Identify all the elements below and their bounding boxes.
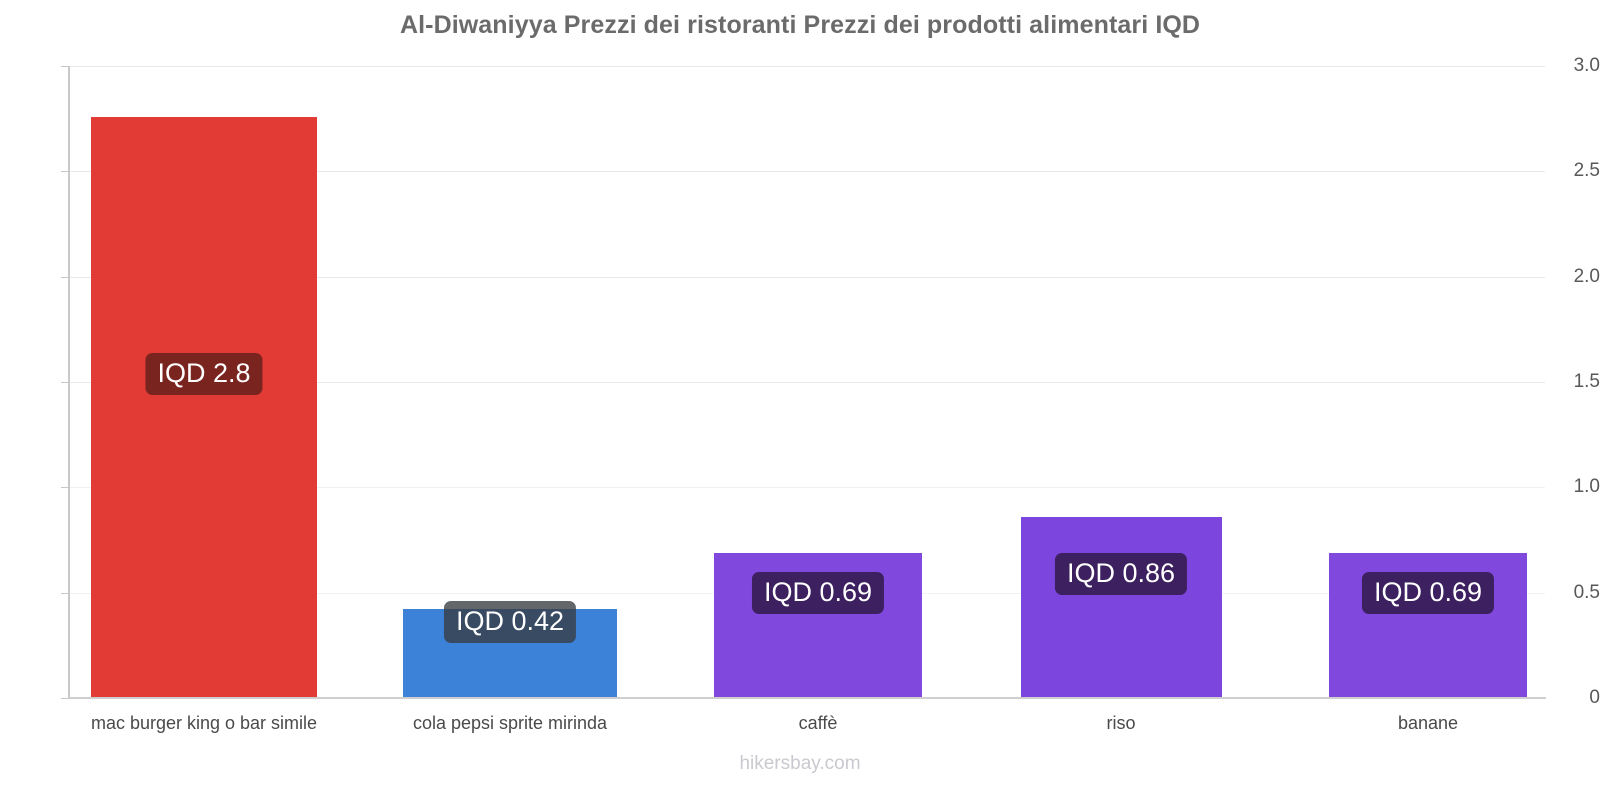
- chart-title: Al-Diwaniyya Prezzi dei ristoranti Prezz…: [399, 11, 1201, 39]
- y-tick-mark-0.5: [61, 593, 69, 594]
- data-label-cola-pepsi-sprite-mirinda: IQD 0.42: [443, 601, 577, 644]
- data-label-riso: IQD 0.86: [1054, 553, 1188, 596]
- y-tick-label-1.0: 1.0: [1573, 476, 1600, 497]
- source-watermark: hikersbay.com: [739, 753, 861, 774]
- data-label-banane: IQD 0.69: [1361, 572, 1495, 615]
- data-label-mac-burger-king-o-bar-simile: IQD 2.8: [145, 353, 263, 396]
- gridline-1.0: [69, 487, 1545, 488]
- y-tick-label-1.5: 1.5: [1573, 371, 1600, 392]
- x-tick-label-caffe: caffè: [798, 713, 838, 733]
- y-tick-mark-1.0: [61, 487, 69, 488]
- y-tick-mark-0: [61, 698, 69, 699]
- data-label-caffe: IQD 0.69: [751, 572, 885, 615]
- y-tick-label-0.5: 0.5: [1573, 582, 1600, 603]
- gridline-3.0: [69, 66, 1545, 67]
- y-tick-mark-3.0: [61, 66, 69, 67]
- y-tick-label-2.5: 2.5: [1573, 160, 1600, 181]
- x-tick-label-banane: banane: [1397, 713, 1459, 733]
- gridline-2.0: [69, 277, 1545, 278]
- gridline-2.5: [69, 171, 1545, 172]
- x-axis-line: [69, 697, 1546, 699]
- gridline-1.5: [69, 382, 1545, 383]
- x-tick-label-riso: riso: [1106, 713, 1136, 733]
- y-tick-label-2.0: 2.0: [1573, 266, 1600, 287]
- bar-mac-burger-king-o-bar-simile[interactable]: [91, 117, 317, 698]
- plot-area: IQD 2.8 IQD 0.42 IQD 0.69 IQD 0.86 IQD 0…: [69, 66, 1545, 698]
- y-tick-label-0: 0: [1589, 687, 1600, 708]
- bar-riso[interactable]: [1021, 517, 1222, 698]
- y-tick-mark-1.5: [61, 382, 69, 383]
- x-tick-label-cola-pepsi-sprite-mirinda: cola pepsi sprite mirinda: [412, 713, 608, 733]
- y-tick-label-3.0: 3.0: [1573, 55, 1600, 76]
- y-tick-mark-2.0: [61, 277, 69, 278]
- y-tick-mark-2.5: [61, 171, 69, 172]
- y-axis-line: [68, 66, 70, 699]
- x-tick-label-mac-burger-king-o-bar-simile: mac burger king o bar simile: [90, 713, 318, 733]
